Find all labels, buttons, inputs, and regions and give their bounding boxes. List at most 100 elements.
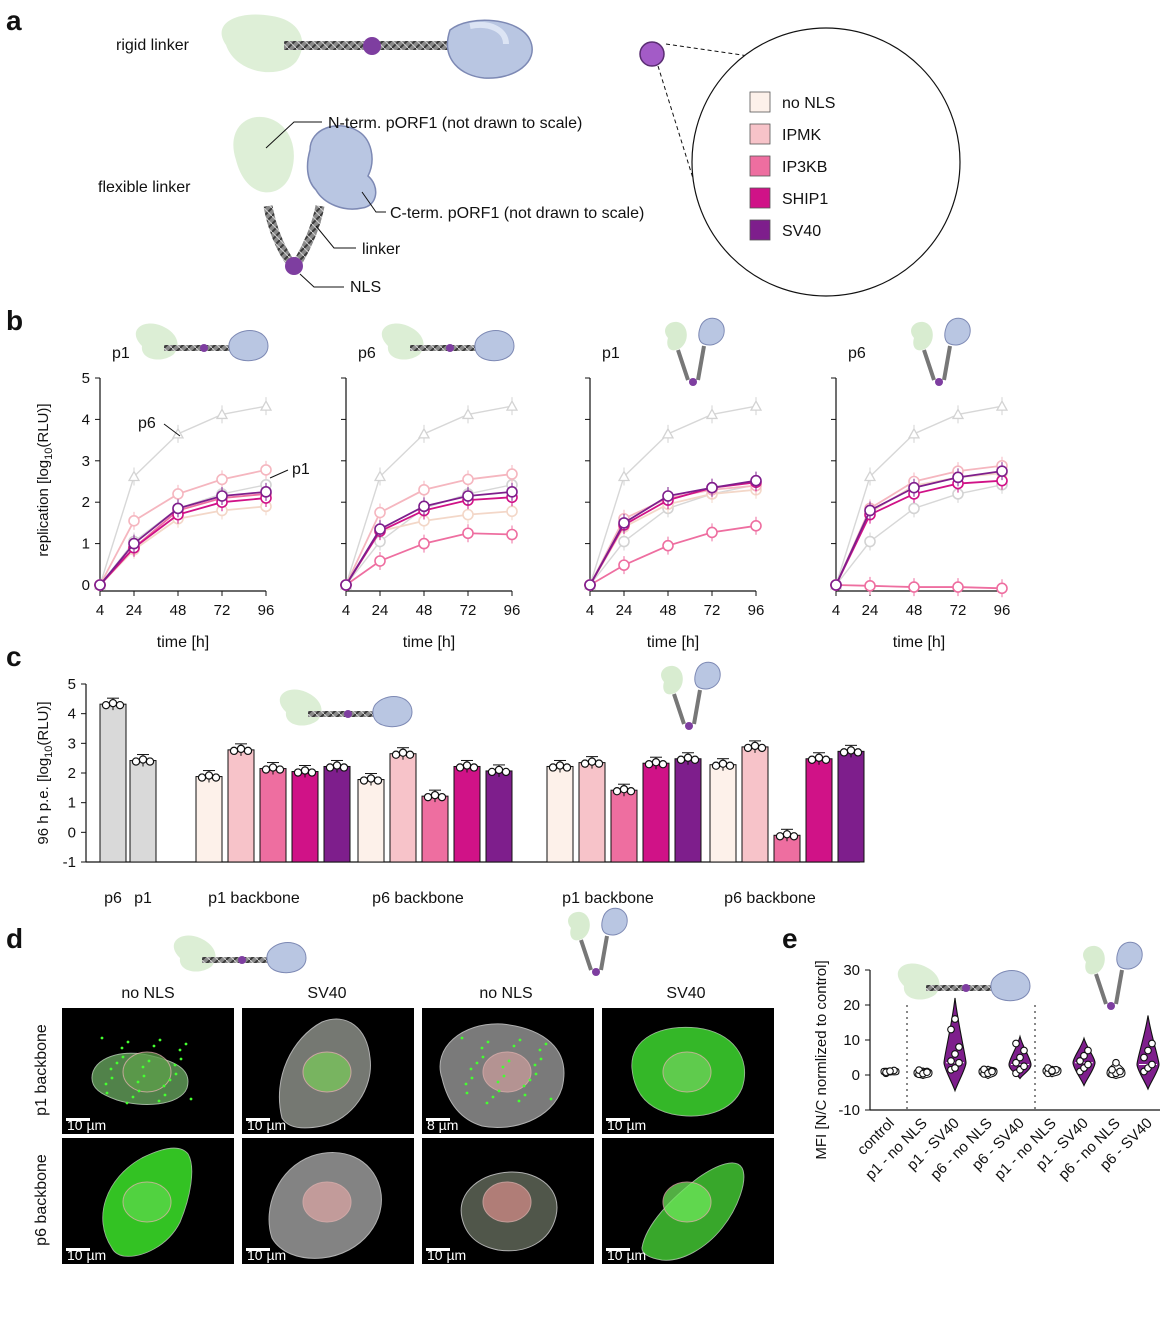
data-point <box>1020 1062 1028 1071</box>
panel-c-letter: c <box>6 641 22 672</box>
y-tick-label: -1 <box>63 854 76 871</box>
y-tick-label: 4 <box>68 706 76 723</box>
microscopy-image: 10 µm <box>602 1138 774 1264</box>
data-point <box>864 535 876 548</box>
x-tick-label: 24 <box>126 602 143 619</box>
y-tick-label: 10 <box>843 1032 860 1049</box>
data-point <box>886 1067 894 1075</box>
gfp-dot <box>501 1065 505 1069</box>
data-point <box>618 517 630 529</box>
bar <box>485 770 513 863</box>
group-label: p6 <box>104 890 122 907</box>
data-point <box>821 755 831 764</box>
data-point <box>1112 1058 1120 1067</box>
data-point <box>718 759 728 768</box>
x-tick-label: 72 <box>950 602 967 619</box>
legend-swatch <box>749 123 771 145</box>
bar <box>389 753 417 863</box>
y-tick-label: 5 <box>68 676 76 693</box>
y-tick-label: 5 <box>82 370 90 387</box>
gfp-dot <box>141 1065 145 1069</box>
gfp-dot <box>502 1074 506 1078</box>
y-tick-label: 1 <box>82 536 90 553</box>
annotation-leader <box>163 423 181 437</box>
line-chart-2: p6 4 24 48 72 96 time [h] <box>339 322 520 651</box>
data-point <box>259 399 273 411</box>
data-point <box>307 768 317 777</box>
flexible-linker-label: flexible linker <box>98 179 191 196</box>
data-point <box>750 741 760 751</box>
data-point <box>131 757 141 766</box>
data-point <box>1084 1060 1092 1069</box>
data-point <box>775 832 785 841</box>
data-point <box>951 1064 959 1072</box>
data-point <box>947 1025 955 1034</box>
scale-bar <box>246 1118 270 1121</box>
data-point <box>863 470 877 482</box>
gfp-dot <box>480 1046 484 1050</box>
scale-bar <box>66 1118 90 1121</box>
flexible-construct-icon <box>1081 940 1145 1012</box>
data-point <box>711 761 721 770</box>
gfp-dot <box>549 1097 553 1101</box>
rigid-construct-icon <box>279 688 413 728</box>
panel-d-letter: d <box>6 923 23 954</box>
bar <box>578 762 606 863</box>
data-point <box>128 537 140 550</box>
rigid-linker-label: rigid linker <box>116 37 190 54</box>
data-point <box>706 481 718 494</box>
gfp-dot <box>512 1044 516 1048</box>
data-point <box>145 757 155 766</box>
bar <box>357 779 385 863</box>
gfp-dot <box>147 1059 151 1063</box>
microscopy-image: 10 µm <box>62 1138 234 1264</box>
x-tick-label: 48 <box>170 602 187 619</box>
data-point <box>864 580 876 592</box>
y-tick-label: 0 <box>82 577 90 594</box>
data-point <box>462 508 474 521</box>
data-point <box>1012 1058 1020 1067</box>
gfp-dot <box>534 1072 538 1076</box>
panel-b-letter: b <box>6 305 23 336</box>
nucleus <box>482 1051 532 1093</box>
x-tick-label: 24 <box>616 602 633 619</box>
x-tick-label: 72 <box>460 602 477 619</box>
line-chart-1: p1 0 1 2 3 4 5 4 24 48 72 96 time [h] p6 p1 <box>82 322 310 651</box>
data-point <box>1148 1039 1156 1048</box>
gfp-dot <box>125 1101 129 1105</box>
gfp-dot <box>475 1061 479 1065</box>
data-point <box>172 502 184 515</box>
bar <box>453 765 481 863</box>
bar <box>291 771 319 863</box>
scale-bar <box>426 1248 450 1251</box>
gfp-dot <box>179 1057 183 1061</box>
data-point <box>661 427 675 439</box>
nucleus <box>662 1181 712 1223</box>
data-point <box>293 768 303 777</box>
x-tick-label: 48 <box>906 602 923 619</box>
data-point <box>261 765 271 774</box>
construct-icon <box>909 316 973 388</box>
x-axis-label: time [h] <box>403 634 455 651</box>
legend-swatch <box>749 219 771 241</box>
data-point <box>1108 1065 1116 1074</box>
gfp-dot <box>518 1038 522 1042</box>
data-point <box>236 744 246 754</box>
panel-b-charts: p1 0 1 2 3 4 5 4 24 48 72 96 time [h] p6 p1 p6 4 24 48 72 96… <box>82 316 1010 651</box>
data-point <box>339 763 349 772</box>
data-point <box>952 471 964 484</box>
scale-bar <box>606 1118 630 1121</box>
data-point <box>374 555 386 567</box>
annotation-leader <box>269 469 289 479</box>
data-point <box>101 700 111 710</box>
x-tick-label: 4 <box>586 602 594 619</box>
scale-bar-label: 10 µm <box>427 1247 466 1263</box>
x-tick-label: 4 <box>342 602 350 619</box>
data-point <box>359 776 369 785</box>
data-point <box>138 755 148 764</box>
gfp-dot <box>142 1074 146 1078</box>
gfp-dot <box>184 1042 188 1046</box>
data-point <box>1048 1066 1056 1075</box>
microscopy-image: 10 µm <box>242 1008 414 1134</box>
data-point <box>789 832 799 841</box>
